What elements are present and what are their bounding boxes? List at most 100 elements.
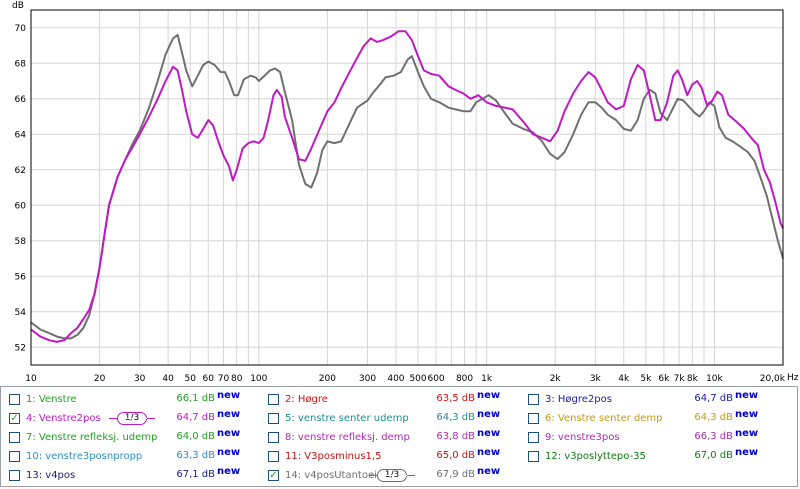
legend-value: 63,8 dB — [436, 431, 475, 442]
legend-new-marker: new — [217, 466, 241, 477]
x-tick-label: 800 — [456, 374, 473, 384]
legend-label: 8: venstre refleksj. demp — [285, 431, 410, 443]
y-tick-label: 58 — [15, 237, 27, 247]
x-tick-label: 60 — [203, 374, 215, 384]
legend-value: 64,7 dB — [694, 393, 733, 404]
legend-value: 63,5 dB — [436, 393, 475, 404]
legend-label: 1: Venstre — [26, 393, 77, 405]
legend-item[interactable]: ✓ 4: Venstre2pos — [9, 409, 101, 427]
legend-value: 64,7 dB — [176, 412, 215, 423]
x-tick-label: 20 — [94, 374, 106, 384]
x-tick-label: 200 — [319, 374, 336, 384]
legend-label: 11: V3posminus1,5 — [285, 450, 382, 462]
legend-item[interactable]: 2: Høgre — [268, 390, 328, 408]
legend-value: 67,1 dB — [176, 469, 215, 480]
x-tick-label: 30 — [134, 374, 146, 384]
legend-checkbox[interactable] — [9, 469, 20, 481]
check-mark-icon[interactable]: ✓ — [268, 469, 279, 481]
legend-label: 12: v3poslyttepo-35 — [545, 450, 646, 462]
legend-item[interactable]: 10: venstre3posnpropp — [9, 447, 142, 465]
x-tick-label: 80 — [231, 374, 243, 384]
legend-item[interactable]: 1: Venstre — [9, 390, 77, 408]
legend-item[interactable]: 13: v4pos — [9, 466, 75, 484]
legend-checkbox[interactable] — [268, 450, 279, 462]
legend-value: 66,1 dB — [176, 393, 215, 404]
legend-new-marker: new — [735, 428, 759, 439]
legend-checkbox[interactable] — [528, 393, 539, 405]
legend-label: 9: venstre3pos — [545, 431, 620, 443]
legend-new-marker: new — [477, 409, 501, 420]
x-tick-label: 3k — [590, 374, 602, 384]
smoothing-badge-icon[interactable]: 1/3 — [377, 469, 408, 482]
legend-value: 65,0 dB — [436, 450, 475, 461]
legend-label: 13: v4pos — [26, 469, 76, 481]
x-tick-label: 8k — [687, 374, 699, 384]
x-tick-label: 6k — [658, 374, 670, 384]
y-unit-label: dB — [12, 1, 24, 11]
legend-label: 5: venstre senter udemp — [285, 412, 409, 424]
x-tick-label: 1k — [481, 374, 493, 384]
legend-value: 67,0 dB — [694, 450, 733, 461]
legend-new-marker: new — [735, 409, 759, 420]
legend-item[interactable]: 12: v3poslyttepo-35 — [528, 447, 646, 465]
y-tick-label: 70 — [15, 24, 27, 34]
legend-new-marker: new — [217, 390, 241, 401]
x-tick-label: 100 — [250, 374, 267, 384]
series-line — [30, 30, 784, 343]
legend-item[interactable]: 6: Venstre senter demp — [528, 409, 662, 427]
x-tick-label: 600 — [427, 374, 444, 384]
smoothing-badge-icon[interactable]: 1/3 — [117, 412, 148, 425]
legend-value: 66,3 dB — [694, 431, 733, 442]
legend-item[interactable]: 8: venstre refleksj. demp — [268, 428, 410, 446]
legend-item[interactable]: ✓ 14: v4posUtantoein — [268, 466, 383, 484]
legend-new-marker: new — [477, 390, 501, 401]
plot-frame — [30, 9, 784, 366]
legend-item[interactable]: 5: venstre senter udemp — [268, 409, 409, 427]
legend-checkbox[interactable] — [268, 393, 279, 405]
legend-label: 3: Høgre2pos — [545, 393, 612, 405]
y-tick-label: 54 — [15, 308, 27, 318]
legend-item[interactable]: 9: venstre3pos — [528, 428, 620, 446]
legend-label: 10: venstre3posnpropp — [26, 450, 143, 462]
y-tick-label: 56 — [15, 272, 27, 282]
legend-new-marker: new — [477, 428, 501, 439]
legend-checkbox[interactable] — [528, 431, 539, 443]
legend-value: 64,0 dB — [176, 431, 215, 442]
chart-grid — [30, 10, 784, 365]
legend-panel: 1: Venstre 66,1 dB new 2: Høgre 63,5 dB new 3:… — [0, 386, 798, 487]
legend-new-marker: new — [735, 447, 759, 458]
y-tick-label: 62 — [15, 166, 26, 176]
legend-checkbox[interactable] — [528, 450, 539, 462]
legend-value: 63,3 dB — [176, 450, 215, 461]
legend-checkbox[interactable] — [268, 431, 279, 443]
legend-item[interactable]: 3: Høgre2pos — [528, 390, 612, 408]
legend-checkbox[interactable] — [9, 431, 20, 443]
legend-checkbox[interactable] — [9, 393, 20, 405]
x-tick-label: 70 — [218, 374, 230, 384]
legend-item[interactable]: 7: Venstre refleksj. udemp — [9, 428, 157, 446]
legend-checkbox[interactable] — [268, 412, 279, 424]
series-line — [30, 33, 784, 340]
legend-item[interactable]: 11: V3posminus1,5 — [268, 447, 381, 465]
legend-new-marker: new — [477, 466, 501, 477]
x-tick-label: 20,0k — [760, 374, 786, 384]
x-unit-label: Hz — [787, 373, 799, 383]
x-tick-label: 5k — [640, 374, 652, 384]
x-tick-label: 4k — [618, 374, 630, 384]
y-tick-label: 68 — [15, 59, 27, 69]
y-tick-label: 52 — [15, 343, 26, 353]
y-tick-label: 64 — [15, 130, 27, 140]
legend-checkbox[interactable] — [528, 412, 539, 424]
legend-value: 64,3 dB — [694, 412, 733, 423]
y-tick-label: 60 — [15, 201, 27, 211]
check-mark-icon[interactable]: ✓ — [9, 412, 20, 424]
legend-checkbox[interactable] — [9, 450, 20, 462]
x-tick-label: 7k — [674, 374, 686, 384]
x-tick-label: 500 — [409, 374, 426, 384]
legend-new-marker: new — [217, 428, 241, 439]
legend-label: 6: Venstre senter demp — [545, 412, 663, 424]
x-tick-label: 50 — [185, 374, 197, 384]
x-tick-label: 10k — [706, 374, 723, 384]
legend-label: 2: Høgre — [285, 393, 328, 405]
x-tick-label: 400 — [387, 374, 404, 384]
